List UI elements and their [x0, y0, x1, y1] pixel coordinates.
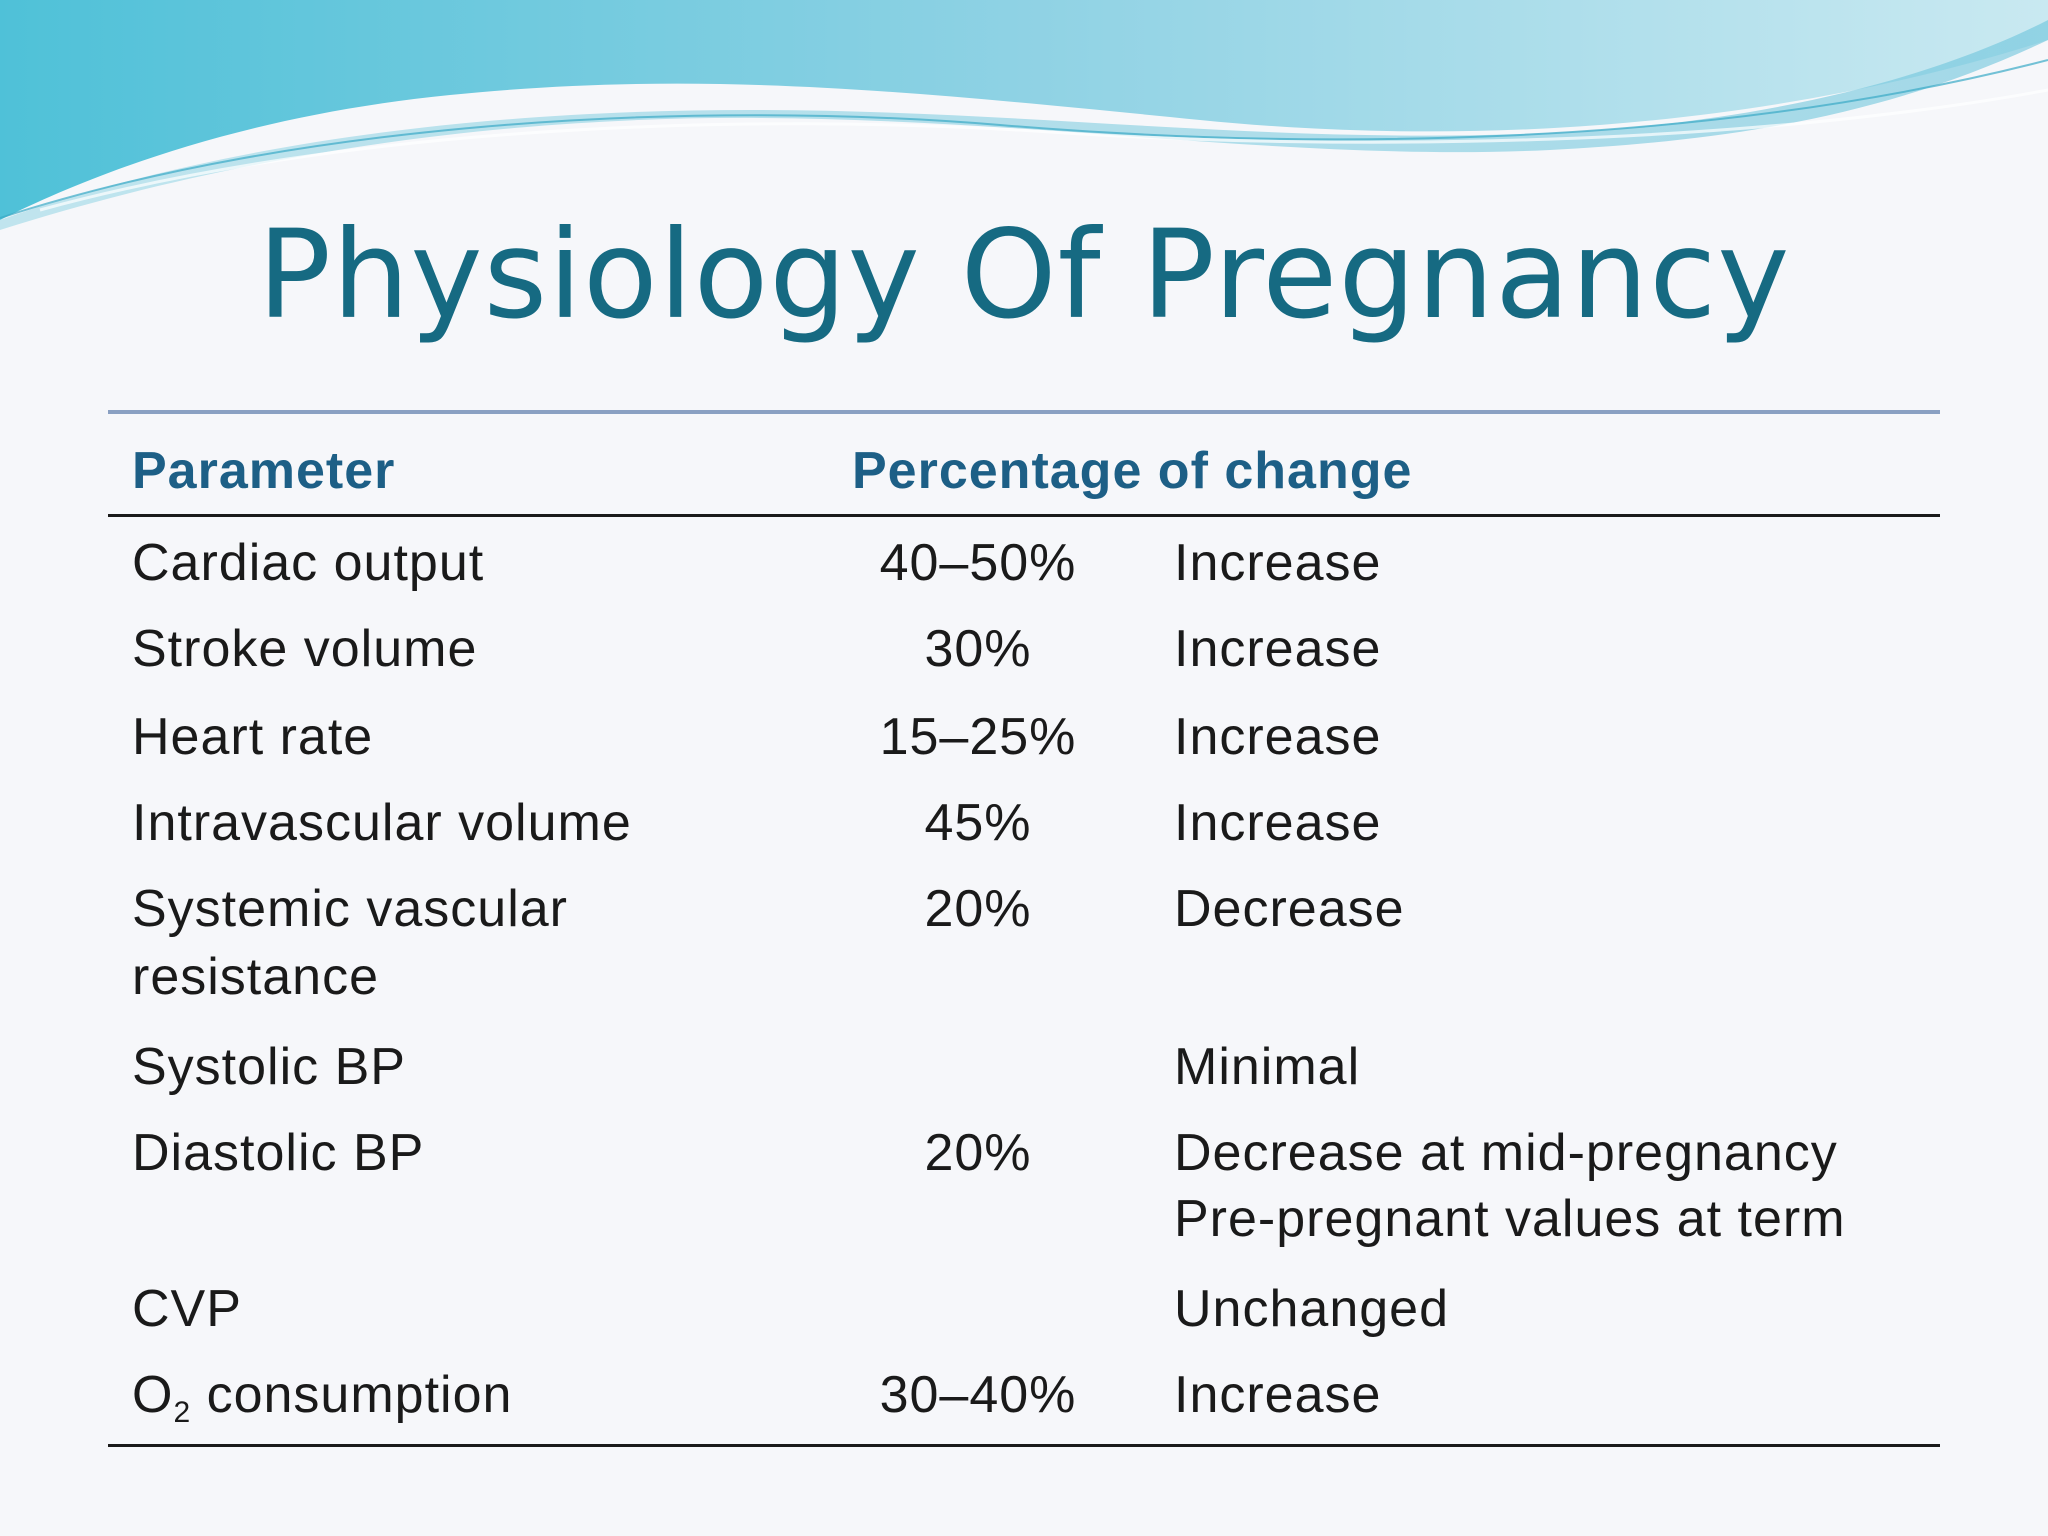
header-parameter: Parameter — [132, 442, 396, 500]
table-row-change: Decrease — [1174, 880, 1405, 938]
table-row-percentage: 15–25% — [879, 708, 1077, 766]
slide-title: Physiology Of Pregnancy — [257, 204, 1791, 346]
table-row-parameter: Systemic vascular — [132, 880, 568, 938]
o2-subscript: 2 — [173, 1396, 192, 1429]
o2-symbol: O — [132, 1366, 174, 1424]
table-row-parameter: CVP — [132, 1280, 242, 1338]
table-row-percentage: 30–40% — [879, 1366, 1077, 1424]
table-row-change: Unchanged — [1174, 1280, 1449, 1338]
table-bottom-rule — [108, 1444, 1940, 1447]
table-row-percentage: 40–50% — [879, 534, 1077, 592]
table-row-change: Increase — [1174, 708, 1382, 766]
table-header-rule — [108, 514, 1940, 517]
table-top-rule — [108, 410, 1940, 414]
table-row-percentage: 45% — [924, 794, 1032, 852]
table-row-change: Increase — [1174, 794, 1382, 852]
consumption-label: consumption — [191, 1366, 513, 1424]
table-row-change: Increase — [1174, 534, 1382, 592]
table-row-change-continued: Pre-pregnant values at term — [1174, 1190, 1846, 1248]
header-percentage: Percentage of change — [852, 442, 1413, 500]
table-row-change: Increase — [1174, 620, 1382, 678]
table-row-percentage: 30% — [924, 620, 1032, 678]
table-row-parameter: Heart rate — [132, 708, 374, 766]
table-row-change: Increase — [1174, 1366, 1382, 1424]
table-row-parameter: Systolic BP — [132, 1038, 406, 1096]
table-row-parameter: Stroke volume — [132, 620, 478, 678]
table-row-parameter: Cardiac output — [132, 534, 485, 592]
table-row-parameter: O2 consumption — [132, 1362, 512, 1428]
table-row-change: Decrease at mid-pregnancy — [1174, 1124, 1838, 1182]
table-row-parameter-continued: resistance — [132, 948, 379, 1006]
table-row-percentage: 20% — [924, 1124, 1032, 1182]
header-wave-decoration — [0, 0, 2048, 230]
table-row-percentage: 20% — [924, 880, 1032, 938]
table-row-parameter: Intravascular volume — [132, 794, 632, 852]
table-row-parameter: Diastolic BP — [132, 1124, 425, 1182]
table-row-change: Minimal — [1174, 1038, 1361, 1096]
